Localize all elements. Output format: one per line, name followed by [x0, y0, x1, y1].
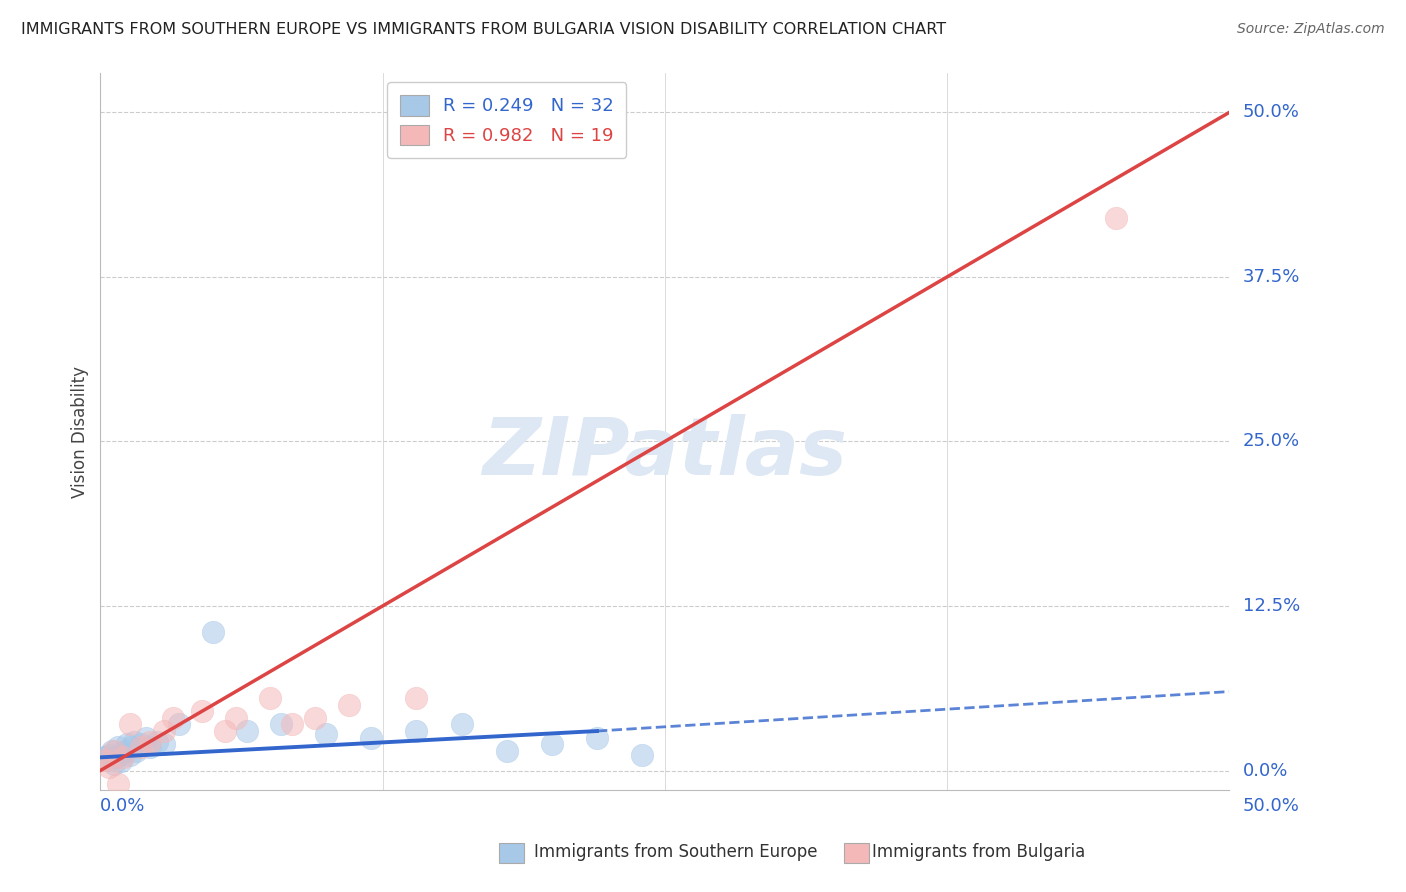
Point — [162, 711, 184, 725]
Point — [96, 753, 118, 767]
Point — [450, 717, 472, 731]
Point — [236, 724, 259, 739]
Point — [191, 704, 214, 718]
Point — [259, 691, 281, 706]
Point — [225, 711, 247, 725]
Point — [586, 731, 609, 745]
Y-axis label: Vision Disability: Vision Disability — [72, 366, 89, 498]
Point — [103, 756, 125, 771]
Point — [139, 734, 162, 748]
Point — [202, 625, 225, 640]
Point — [281, 717, 304, 731]
Point — [631, 747, 654, 762]
Point — [360, 731, 382, 745]
Text: ZIPatlas: ZIPatlas — [482, 414, 848, 492]
Point — [105, 750, 128, 764]
Text: Source: ZipAtlas.com: Source: ZipAtlas.com — [1237, 22, 1385, 37]
Text: 0.0%: 0.0% — [1243, 762, 1288, 780]
Text: 0.0%: 0.0% — [100, 797, 146, 814]
Point — [107, 739, 129, 754]
Point — [134, 731, 156, 745]
Text: 37.5%: 37.5% — [1243, 268, 1301, 286]
Point — [111, 750, 134, 764]
Text: Immigrants from Southern Europe: Immigrants from Southern Europe — [534, 843, 818, 861]
Legend: R = 0.249   N = 32, R = 0.982   N = 19: R = 0.249 N = 32, R = 0.982 N = 19 — [387, 82, 627, 158]
Point — [118, 717, 141, 731]
Point — [152, 737, 174, 751]
Point — [214, 724, 236, 739]
Point — [129, 739, 152, 754]
Point — [122, 734, 145, 748]
Point — [98, 759, 121, 773]
Point — [337, 698, 360, 712]
Point — [1105, 211, 1128, 225]
Point — [315, 726, 337, 740]
Point — [94, 753, 117, 767]
Text: 50.0%: 50.0% — [1243, 797, 1299, 814]
Point — [114, 744, 136, 758]
Point — [405, 724, 427, 739]
Point — [541, 737, 564, 751]
Point — [94, 750, 117, 764]
Point — [103, 744, 125, 758]
Point — [98, 747, 121, 762]
Point — [169, 717, 191, 731]
Point — [129, 737, 152, 751]
Point — [107, 777, 129, 791]
Text: Immigrants from Bulgaria: Immigrants from Bulgaria — [872, 843, 1085, 861]
Point — [405, 691, 427, 706]
Point — [304, 711, 326, 725]
Text: 25.0%: 25.0% — [1243, 433, 1299, 450]
Text: 50.0%: 50.0% — [1243, 103, 1299, 121]
Point — [152, 724, 174, 739]
Point — [118, 747, 141, 762]
Text: IMMIGRANTS FROM SOUTHERN EUROPE VS IMMIGRANTS FROM BULGARIA VISION DISABILITY CO: IMMIGRANTS FROM SOUTHERN EUROPE VS IMMIG… — [21, 22, 946, 37]
Point — [100, 744, 122, 758]
Point — [111, 747, 134, 761]
Point — [146, 734, 169, 748]
Point — [139, 739, 162, 754]
Point — [117, 737, 139, 751]
Point — [121, 739, 143, 754]
Point — [125, 744, 148, 758]
Point — [270, 717, 292, 731]
Point — [110, 754, 132, 768]
Point — [495, 744, 517, 758]
Text: 12.5%: 12.5% — [1243, 597, 1301, 615]
